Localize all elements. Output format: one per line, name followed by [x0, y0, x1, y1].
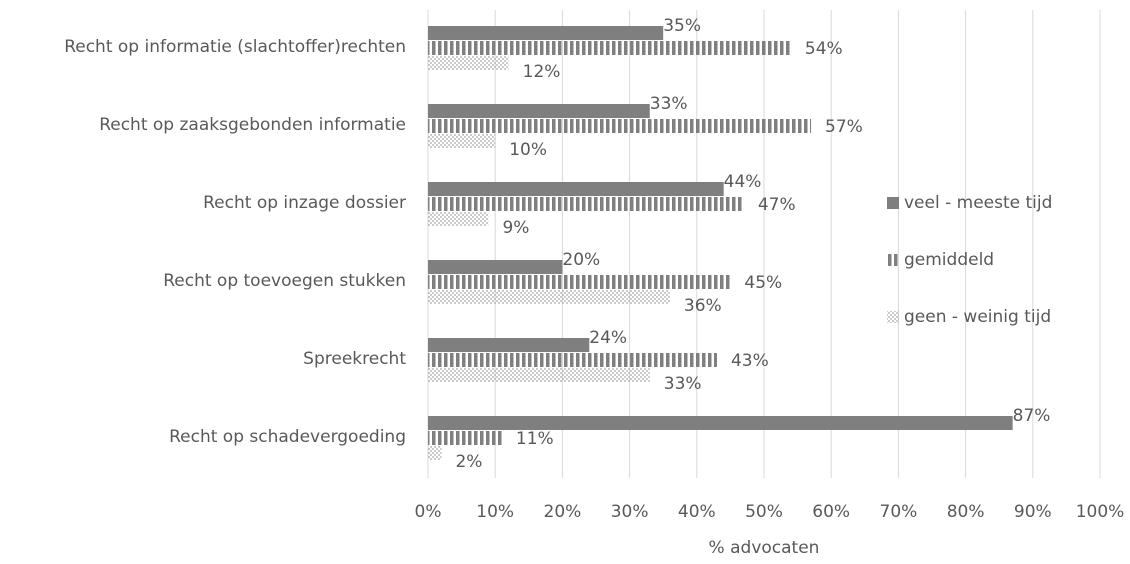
- data-label: 35%: [663, 16, 701, 36]
- bar: [428, 290, 670, 304]
- data-label: 87%: [1013, 406, 1051, 426]
- bar: [428, 260, 563, 274]
- bar: [428, 446, 442, 460]
- legend-swatch: [887, 254, 899, 266]
- data-label: 12%: [523, 62, 561, 82]
- data-label: 9%: [502, 218, 529, 238]
- x-tick-label: 0%: [415, 502, 442, 522]
- data-label: 33%: [650, 94, 688, 114]
- y-tick-label: Recht op toevoegen stukken: [163, 271, 406, 291]
- x-tick-label: 30%: [611, 502, 649, 522]
- x-tick-label: 80%: [947, 502, 985, 522]
- data-label: 47%: [758, 195, 796, 215]
- x-tick-label: 70%: [880, 502, 918, 522]
- data-label: 2%: [455, 452, 482, 472]
- legend-label: geen - weinig tijd: [904, 307, 1051, 327]
- data-label: 10%: [509, 140, 547, 160]
- data-label: 24%: [589, 328, 627, 348]
- data-label: 43%: [731, 351, 769, 371]
- bar: [428, 353, 717, 367]
- bar: [428, 119, 812, 133]
- data-label: 54%: [805, 39, 843, 59]
- legend-label: gemiddeld: [904, 250, 994, 270]
- data-label: 44%: [724, 172, 762, 192]
- x-tick-label: 60%: [812, 502, 850, 522]
- y-tick-label: Spreekrecht: [303, 349, 406, 369]
- bar: [428, 197, 744, 211]
- bar: [428, 275, 731, 289]
- x-tick-label: 20%: [544, 502, 582, 522]
- data-label: 20%: [562, 250, 600, 270]
- x-tick-label: 10%: [476, 502, 514, 522]
- bar: [428, 104, 650, 118]
- y-tick-label: Recht op schadevergoeding: [169, 427, 406, 447]
- legend-swatch: [887, 311, 899, 323]
- x-tick-label: 90%: [1014, 502, 1052, 522]
- data-label: 36%: [684, 296, 722, 316]
- x-tick-label: 50%: [745, 502, 783, 522]
- y-tick-label: Recht op zaaksgebonden informatie: [99, 115, 406, 135]
- x-axis-title: % advocaten: [709, 538, 820, 558]
- data-label: 45%: [744, 273, 782, 293]
- bar: [428, 56, 509, 70]
- data-label: 57%: [825, 117, 863, 137]
- y-tick-label: Recht op inzage dossier: [203, 193, 406, 213]
- y-tick-label: Recht op informatie (slachtoffer)rechten: [64, 37, 406, 57]
- bar: [428, 26, 664, 40]
- x-tick-label: 100%: [1076, 502, 1125, 522]
- legend-label: veel - meeste tijd: [904, 193, 1052, 213]
- bar: [428, 182, 724, 196]
- bar: [428, 368, 650, 382]
- bar: [428, 431, 502, 445]
- bar: [428, 416, 1013, 430]
- data-label: 11%: [516, 429, 554, 449]
- bar: [428, 338, 590, 352]
- bar: [428, 212, 489, 226]
- data-label: 33%: [664, 374, 702, 394]
- legend-swatch: [887, 197, 899, 209]
- bar: [428, 134, 496, 148]
- bar: [428, 41, 791, 55]
- x-tick-label: 40%: [678, 502, 716, 522]
